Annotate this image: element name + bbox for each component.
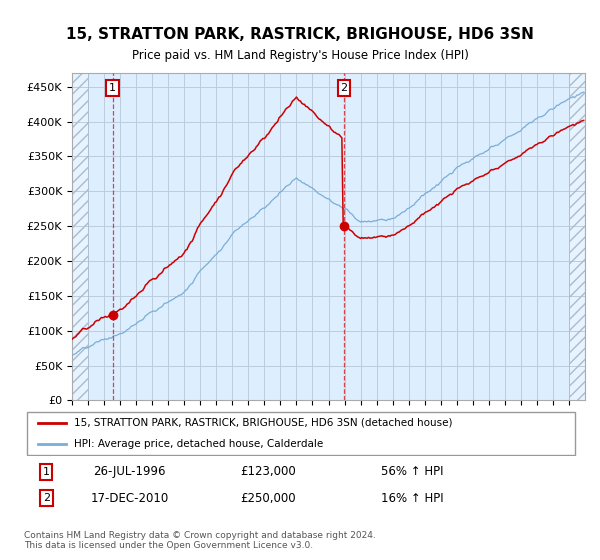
Text: 1: 1: [43, 467, 50, 477]
Text: HPI: Average price, detached house, Calderdale: HPI: Average price, detached house, Cald…: [74, 439, 323, 449]
Text: Contains HM Land Registry data © Crown copyright and database right 2024.
This d: Contains HM Land Registry data © Crown c…: [24, 531, 376, 550]
Text: 1: 1: [109, 83, 116, 93]
Text: Price paid vs. HM Land Registry's House Price Index (HPI): Price paid vs. HM Land Registry's House …: [131, 49, 469, 63]
FancyBboxPatch shape: [27, 412, 575, 455]
Text: 16% ↑ HPI: 16% ↑ HPI: [381, 492, 444, 505]
Bar: [72, 73, 88, 400]
Text: 15, STRATTON PARK, RASTRICK, BRIGHOUSE, HD6 3SN (detached house): 15, STRATTON PARK, RASTRICK, BRIGHOUSE, …: [74, 418, 452, 428]
Text: 56% ↑ HPI: 56% ↑ HPI: [381, 465, 444, 478]
Text: 17-DEC-2010: 17-DEC-2010: [91, 492, 169, 505]
Text: £123,000: £123,000: [241, 465, 296, 478]
Text: 15, STRATTON PARK, RASTRICK, BRIGHOUSE, HD6 3SN: 15, STRATTON PARK, RASTRICK, BRIGHOUSE, …: [66, 27, 534, 42]
Bar: [72, 73, 88, 400]
Text: 2: 2: [43, 493, 50, 503]
Bar: [569, 73, 585, 400]
Text: £250,000: £250,000: [241, 492, 296, 505]
Bar: [569, 73, 585, 400]
Text: 26-JUL-1996: 26-JUL-1996: [93, 465, 166, 478]
Text: 2: 2: [340, 83, 347, 93]
